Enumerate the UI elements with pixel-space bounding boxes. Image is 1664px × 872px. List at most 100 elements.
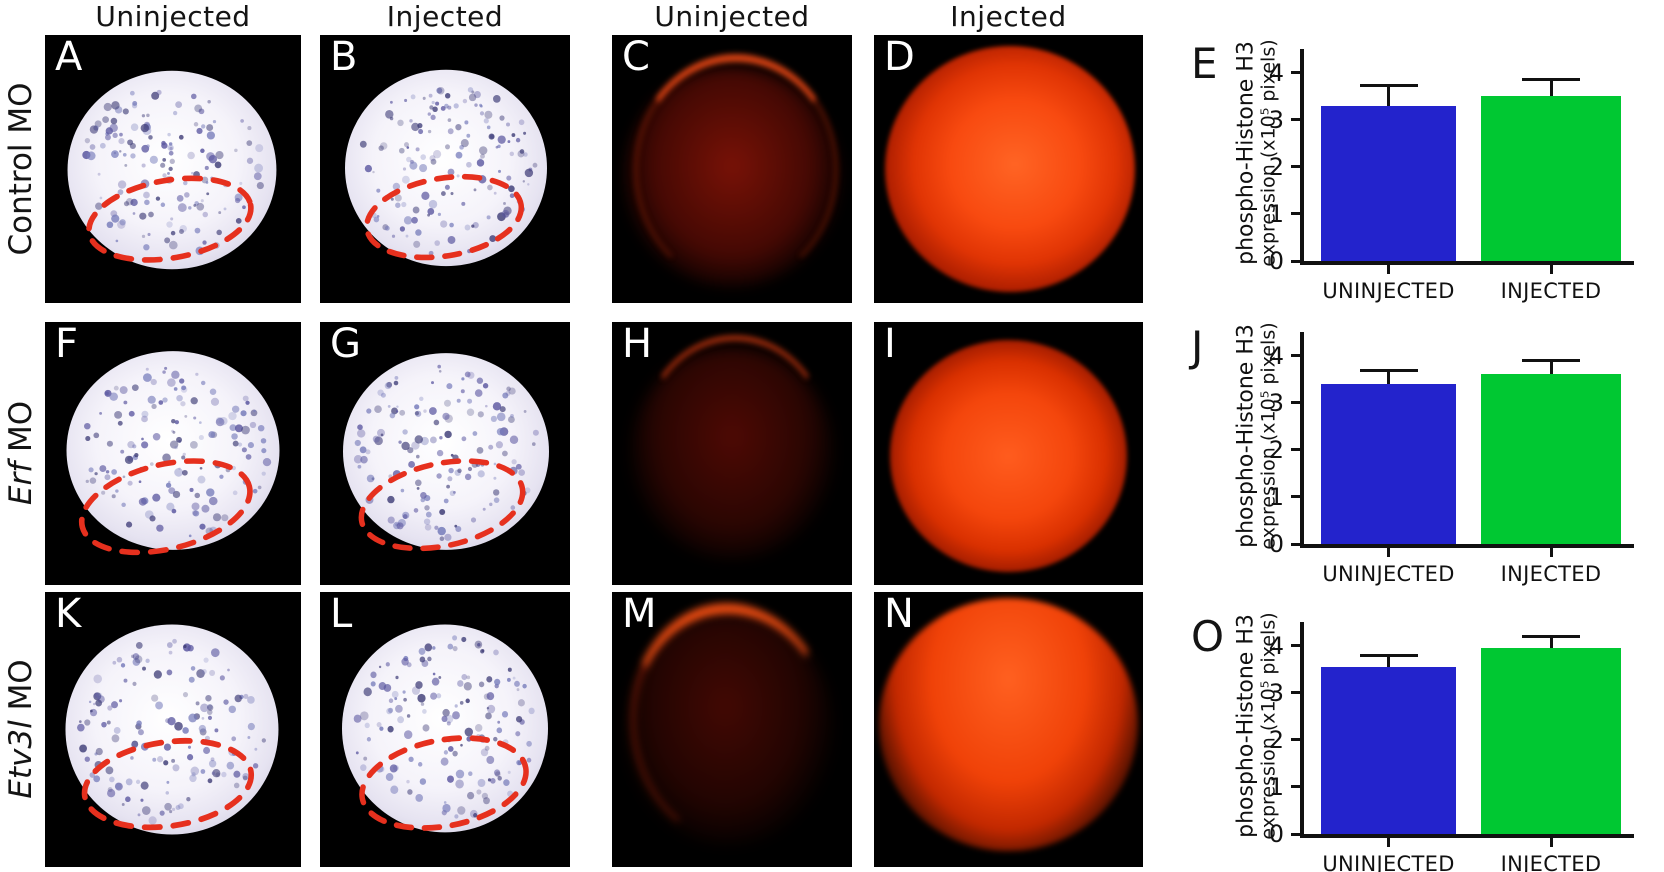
- panel-d-fluorescence-image: D: [874, 35, 1143, 303]
- fluorescence-rim: [633, 53, 839, 285]
- ish-speckle: [461, 636, 467, 643]
- ish-speckle: [488, 133, 495, 140]
- embryo-body: [343, 353, 549, 550]
- ish-speckle: [403, 697, 407, 702]
- x-axis-tick: [1387, 265, 1390, 274]
- ish-speckle: [393, 380, 399, 386]
- ish-speckle: [256, 181, 264, 190]
- ish-speckle: [475, 724, 483, 732]
- ish-speckle: [455, 525, 462, 532]
- ish-speckle: [424, 523, 432, 531]
- ish-speckle: [487, 704, 496, 714]
- ish-speckle: [167, 132, 171, 137]
- ish-speckle: [516, 715, 523, 723]
- ish-speckle: [511, 459, 517, 465]
- roi-dashed-ellipse: [363, 173, 525, 261]
- ish-speckle: [170, 217, 174, 221]
- error-bar: [1549, 362, 1553, 375]
- ish-speckle: [207, 100, 211, 104]
- ish-speckle: [452, 645, 458, 652]
- fluorescence-bright-embryo: [874, 592, 1143, 867]
- ish-speckle: [408, 461, 415, 468]
- ish-speckle: [200, 199, 204, 203]
- ish-speckle: [132, 100, 138, 106]
- ish-speckle: [131, 384, 139, 391]
- ish-speckle: [105, 766, 114, 775]
- ish-speckle: [119, 219, 126, 226]
- ish-speckle: [436, 693, 442, 699]
- ish-speckle: [486, 755, 495, 765]
- ish-speckle: [423, 518, 431, 525]
- ish-speckle: [204, 165, 209, 171]
- ish-speckle: [389, 412, 396, 419]
- ish-speckle: [141, 806, 151, 815]
- ish-speckle: [166, 642, 173, 648]
- ish-speckle: [237, 442, 243, 447]
- ish-speckle: [508, 185, 515, 193]
- ish-speckle: [241, 425, 250, 435]
- ish-speckle: [482, 383, 489, 389]
- ish-speckle: [165, 791, 170, 795]
- ish-speckle: [155, 196, 161, 201]
- ish-speckle: [90, 709, 93, 713]
- ish-speckle: [97, 172, 101, 176]
- ish-speckle: [109, 776, 115, 783]
- y-axis-tick-label: 0: [1268, 247, 1284, 275]
- ish-speckle: [354, 439, 361, 447]
- ish-speckle: [433, 149, 442, 159]
- ish-speckle: [173, 110, 178, 116]
- ish-speckle: [498, 169, 501, 173]
- ish-speckle: [176, 194, 184, 202]
- ish-speckle: [141, 410, 149, 418]
- ish-speckle: [366, 408, 372, 414]
- ish-speckle: [467, 398, 473, 404]
- ish-speckle: [198, 724, 207, 733]
- ish-speckle: [429, 407, 437, 415]
- ish-speckle: [403, 216, 413, 225]
- ish-speckle: [114, 410, 123, 419]
- ish-speckle: [123, 400, 128, 405]
- ish-speckle: [447, 128, 454, 135]
- ish-speckle: [517, 699, 525, 707]
- ish-speckle: [171, 370, 180, 379]
- ish-speckle: [202, 211, 209, 218]
- ish-speckle: [161, 140, 166, 146]
- ish-speckle: [492, 402, 502, 411]
- ish-speckle: [212, 120, 217, 124]
- ish-speckle: [247, 442, 254, 449]
- y-axis-tick-label: 3: [1268, 388, 1284, 417]
- ish-speckle: [168, 650, 173, 655]
- ish-speckle: [512, 676, 516, 680]
- ish-speckle: [412, 206, 420, 214]
- ish-speckle: [164, 802, 172, 811]
- panel-k-ish-image: K: [45, 592, 301, 867]
- ish-speckle: [245, 454, 252, 460]
- ish-speckle: [479, 103, 483, 107]
- ish-speckle: [247, 736, 251, 739]
- ish-speckle: [483, 118, 489, 124]
- ish-speckle: [493, 497, 500, 503]
- ish-speckle: [399, 226, 405, 232]
- ish-speckle: [499, 406, 506, 413]
- ish-speckle: [89, 477, 97, 484]
- ish-speckle: [111, 734, 120, 743]
- ish-speckle: [135, 641, 143, 649]
- ish-speckle: [201, 504, 210, 513]
- ish-speckle: [107, 705, 113, 711]
- ish-speckle: [152, 433, 161, 441]
- ish-speckle: [437, 364, 441, 369]
- ish-speckle: [171, 418, 176, 424]
- ish-speckle: [428, 93, 433, 98]
- ish-speckle: [407, 789, 413, 795]
- ish-speckle: [239, 181, 243, 185]
- x-category-label: UNINJECTED: [1322, 562, 1455, 586]
- ish-speckle: [190, 397, 198, 405]
- ish-speckle: [179, 378, 185, 384]
- panel-letter: L: [330, 592, 353, 637]
- ish-speckle: [526, 740, 532, 747]
- ish-speckle: [370, 671, 377, 679]
- ish-speckle: [409, 119, 413, 123]
- ish-speckle: [474, 640, 483, 649]
- ish-speckle: [174, 420, 180, 425]
- ish-speckle: [464, 727, 473, 737]
